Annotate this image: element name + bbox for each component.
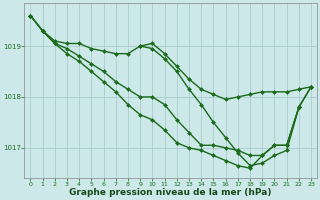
X-axis label: Graphe pression niveau de la mer (hPa): Graphe pression niveau de la mer (hPa) (69, 188, 272, 197)
